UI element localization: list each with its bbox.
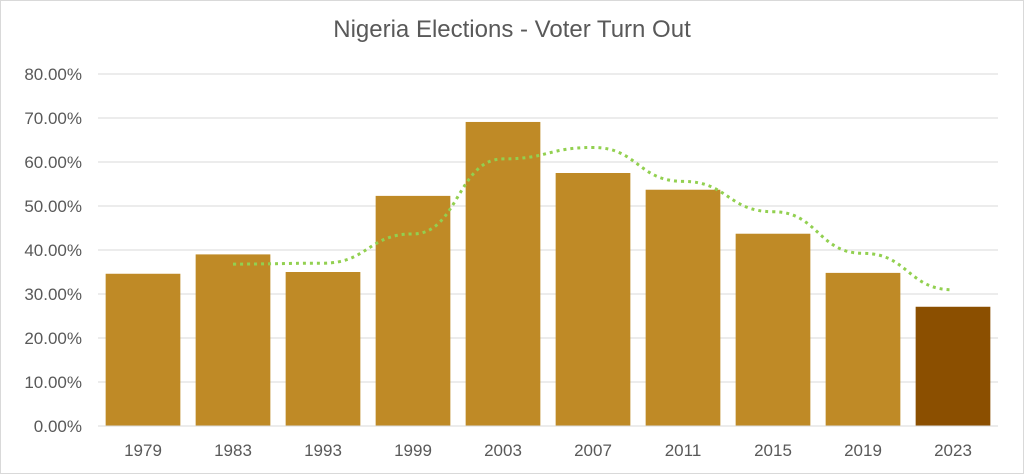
y-tick-label: 40.00% [24,241,82,260]
y-tick-label: 80.00% [24,65,82,84]
x-tick-label: 2023 [934,441,972,460]
x-tick-label: 1993 [304,441,342,460]
x-tick-label: 2015 [754,441,792,460]
bar-1983 [195,254,271,426]
x-tick-label: 1983 [214,441,252,460]
bar-2023 [915,306,991,426]
bar-1993 [285,272,361,426]
y-tick-label: 50.00% [24,197,82,216]
bar-2007 [555,173,631,426]
x-tick-label: 2003 [484,441,522,460]
x-tick-label: 2019 [844,441,882,460]
bar-1979 [105,273,181,426]
trendline [232,145,954,292]
bar-2019 [825,272,901,426]
bar-2003 [465,121,541,427]
y-tick-label: 30.00% [24,285,82,304]
chart-title: Nigeria Elections - Voter Turn Out [333,16,691,43]
bar-1999 [375,195,451,426]
bar-2015 [735,233,811,426]
y-tick-label: 70.00% [24,109,82,128]
y-tick-label: 20.00% [24,329,82,348]
x-tick-label: 1979 [124,441,162,460]
y-tick-label: 0.00% [34,417,82,436]
y-tick-label: 60.00% [24,153,82,172]
x-tick-label: 2011 [665,441,702,460]
bar-2011 [645,189,721,426]
y-tick-label: 10.00% [24,373,82,392]
x-tick-label: 1999 [394,441,432,460]
x-tick-label: 2007 [574,441,612,460]
